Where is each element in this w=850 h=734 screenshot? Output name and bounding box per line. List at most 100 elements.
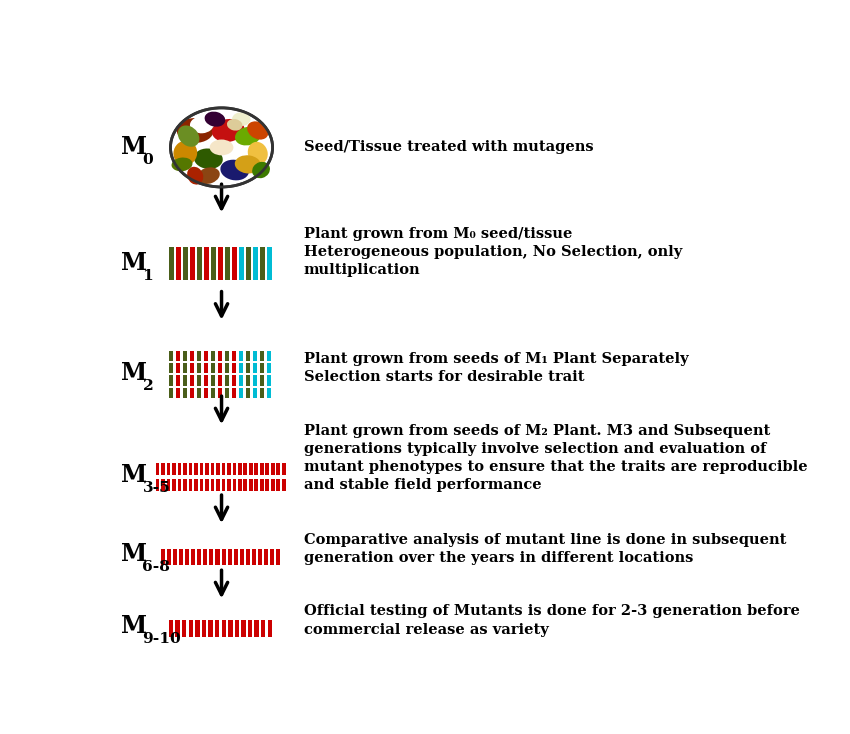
- Bar: [260, 363, 264, 374]
- Ellipse shape: [210, 139, 234, 156]
- Bar: [260, 247, 265, 280]
- Bar: [268, 620, 272, 637]
- Bar: [183, 376, 187, 385]
- Text: generations typically involve selection and evaluation of: generations typically involve selection …: [304, 442, 766, 457]
- Bar: [200, 463, 203, 475]
- Bar: [211, 363, 215, 374]
- Bar: [228, 548, 232, 565]
- Bar: [246, 376, 250, 385]
- Bar: [183, 363, 187, 374]
- Ellipse shape: [212, 119, 245, 142]
- Bar: [260, 388, 264, 398]
- Bar: [253, 363, 258, 374]
- Bar: [176, 363, 180, 374]
- Bar: [232, 363, 236, 374]
- Bar: [182, 620, 186, 637]
- Bar: [253, 376, 258, 385]
- Bar: [162, 463, 165, 475]
- Bar: [232, 352, 236, 361]
- Bar: [238, 479, 241, 491]
- Bar: [239, 376, 243, 385]
- Bar: [211, 479, 214, 491]
- Bar: [228, 620, 233, 637]
- Text: Selection starts for desirable trait: Selection starts for desirable trait: [304, 370, 584, 384]
- Bar: [225, 247, 230, 280]
- Ellipse shape: [247, 121, 269, 139]
- Bar: [169, 352, 173, 361]
- Bar: [169, 620, 173, 637]
- Ellipse shape: [171, 108, 273, 187]
- Bar: [203, 548, 207, 565]
- Bar: [169, 376, 173, 385]
- Bar: [276, 463, 280, 475]
- Bar: [267, 388, 271, 398]
- Bar: [222, 479, 225, 491]
- Ellipse shape: [194, 148, 223, 169]
- Bar: [178, 463, 181, 475]
- Bar: [190, 388, 194, 398]
- Bar: [267, 363, 271, 374]
- Bar: [240, 548, 244, 565]
- Bar: [172, 479, 176, 491]
- Bar: [183, 388, 187, 398]
- Bar: [169, 247, 173, 280]
- Bar: [227, 463, 230, 475]
- Bar: [232, 388, 236, 398]
- Bar: [267, 352, 271, 361]
- Bar: [189, 463, 192, 475]
- Ellipse shape: [227, 119, 242, 131]
- Bar: [254, 463, 258, 475]
- Bar: [204, 388, 208, 398]
- Bar: [243, 479, 247, 491]
- Bar: [246, 363, 250, 374]
- Text: Plant grown from seeds of M₂ Plant. M3 and Subsequent: Plant grown from seeds of M₂ Plant. M3 a…: [304, 424, 770, 438]
- Bar: [197, 548, 201, 565]
- Bar: [167, 479, 170, 491]
- Text: generation over the years in different locations: generation over the years in different l…: [304, 550, 694, 564]
- Bar: [169, 388, 173, 398]
- Bar: [178, 548, 183, 565]
- Bar: [239, 352, 243, 361]
- Bar: [175, 620, 180, 637]
- Text: M: M: [121, 136, 147, 159]
- Bar: [178, 479, 181, 491]
- Text: Plant grown from seeds of M₁ Plant Separately: Plant grown from seeds of M₁ Plant Separ…: [304, 352, 688, 366]
- Bar: [225, 388, 230, 398]
- Bar: [253, 247, 258, 280]
- Ellipse shape: [187, 167, 203, 184]
- Bar: [211, 376, 215, 385]
- Bar: [161, 548, 165, 565]
- Ellipse shape: [173, 141, 197, 165]
- Text: 0: 0: [143, 153, 153, 167]
- Text: M: M: [121, 542, 147, 567]
- Bar: [189, 479, 192, 491]
- Bar: [167, 463, 170, 475]
- Bar: [254, 620, 259, 637]
- Text: 1: 1: [143, 269, 153, 283]
- Bar: [205, 463, 209, 475]
- Text: M: M: [121, 614, 147, 638]
- Bar: [194, 479, 198, 491]
- Bar: [265, 463, 269, 475]
- Bar: [248, 620, 252, 637]
- Bar: [260, 376, 264, 385]
- Bar: [267, 247, 272, 280]
- Bar: [232, 376, 236, 385]
- Bar: [190, 352, 194, 361]
- Bar: [204, 363, 208, 374]
- Bar: [215, 548, 219, 565]
- Bar: [232, 247, 237, 280]
- Bar: [276, 479, 280, 491]
- Bar: [183, 463, 187, 475]
- Bar: [218, 388, 222, 398]
- Bar: [197, 388, 201, 398]
- Bar: [209, 548, 213, 565]
- Bar: [156, 479, 159, 491]
- Bar: [282, 479, 286, 491]
- Bar: [216, 463, 219, 475]
- Bar: [215, 620, 219, 637]
- Bar: [208, 620, 212, 637]
- Bar: [253, 352, 258, 361]
- Bar: [172, 463, 176, 475]
- Bar: [249, 479, 252, 491]
